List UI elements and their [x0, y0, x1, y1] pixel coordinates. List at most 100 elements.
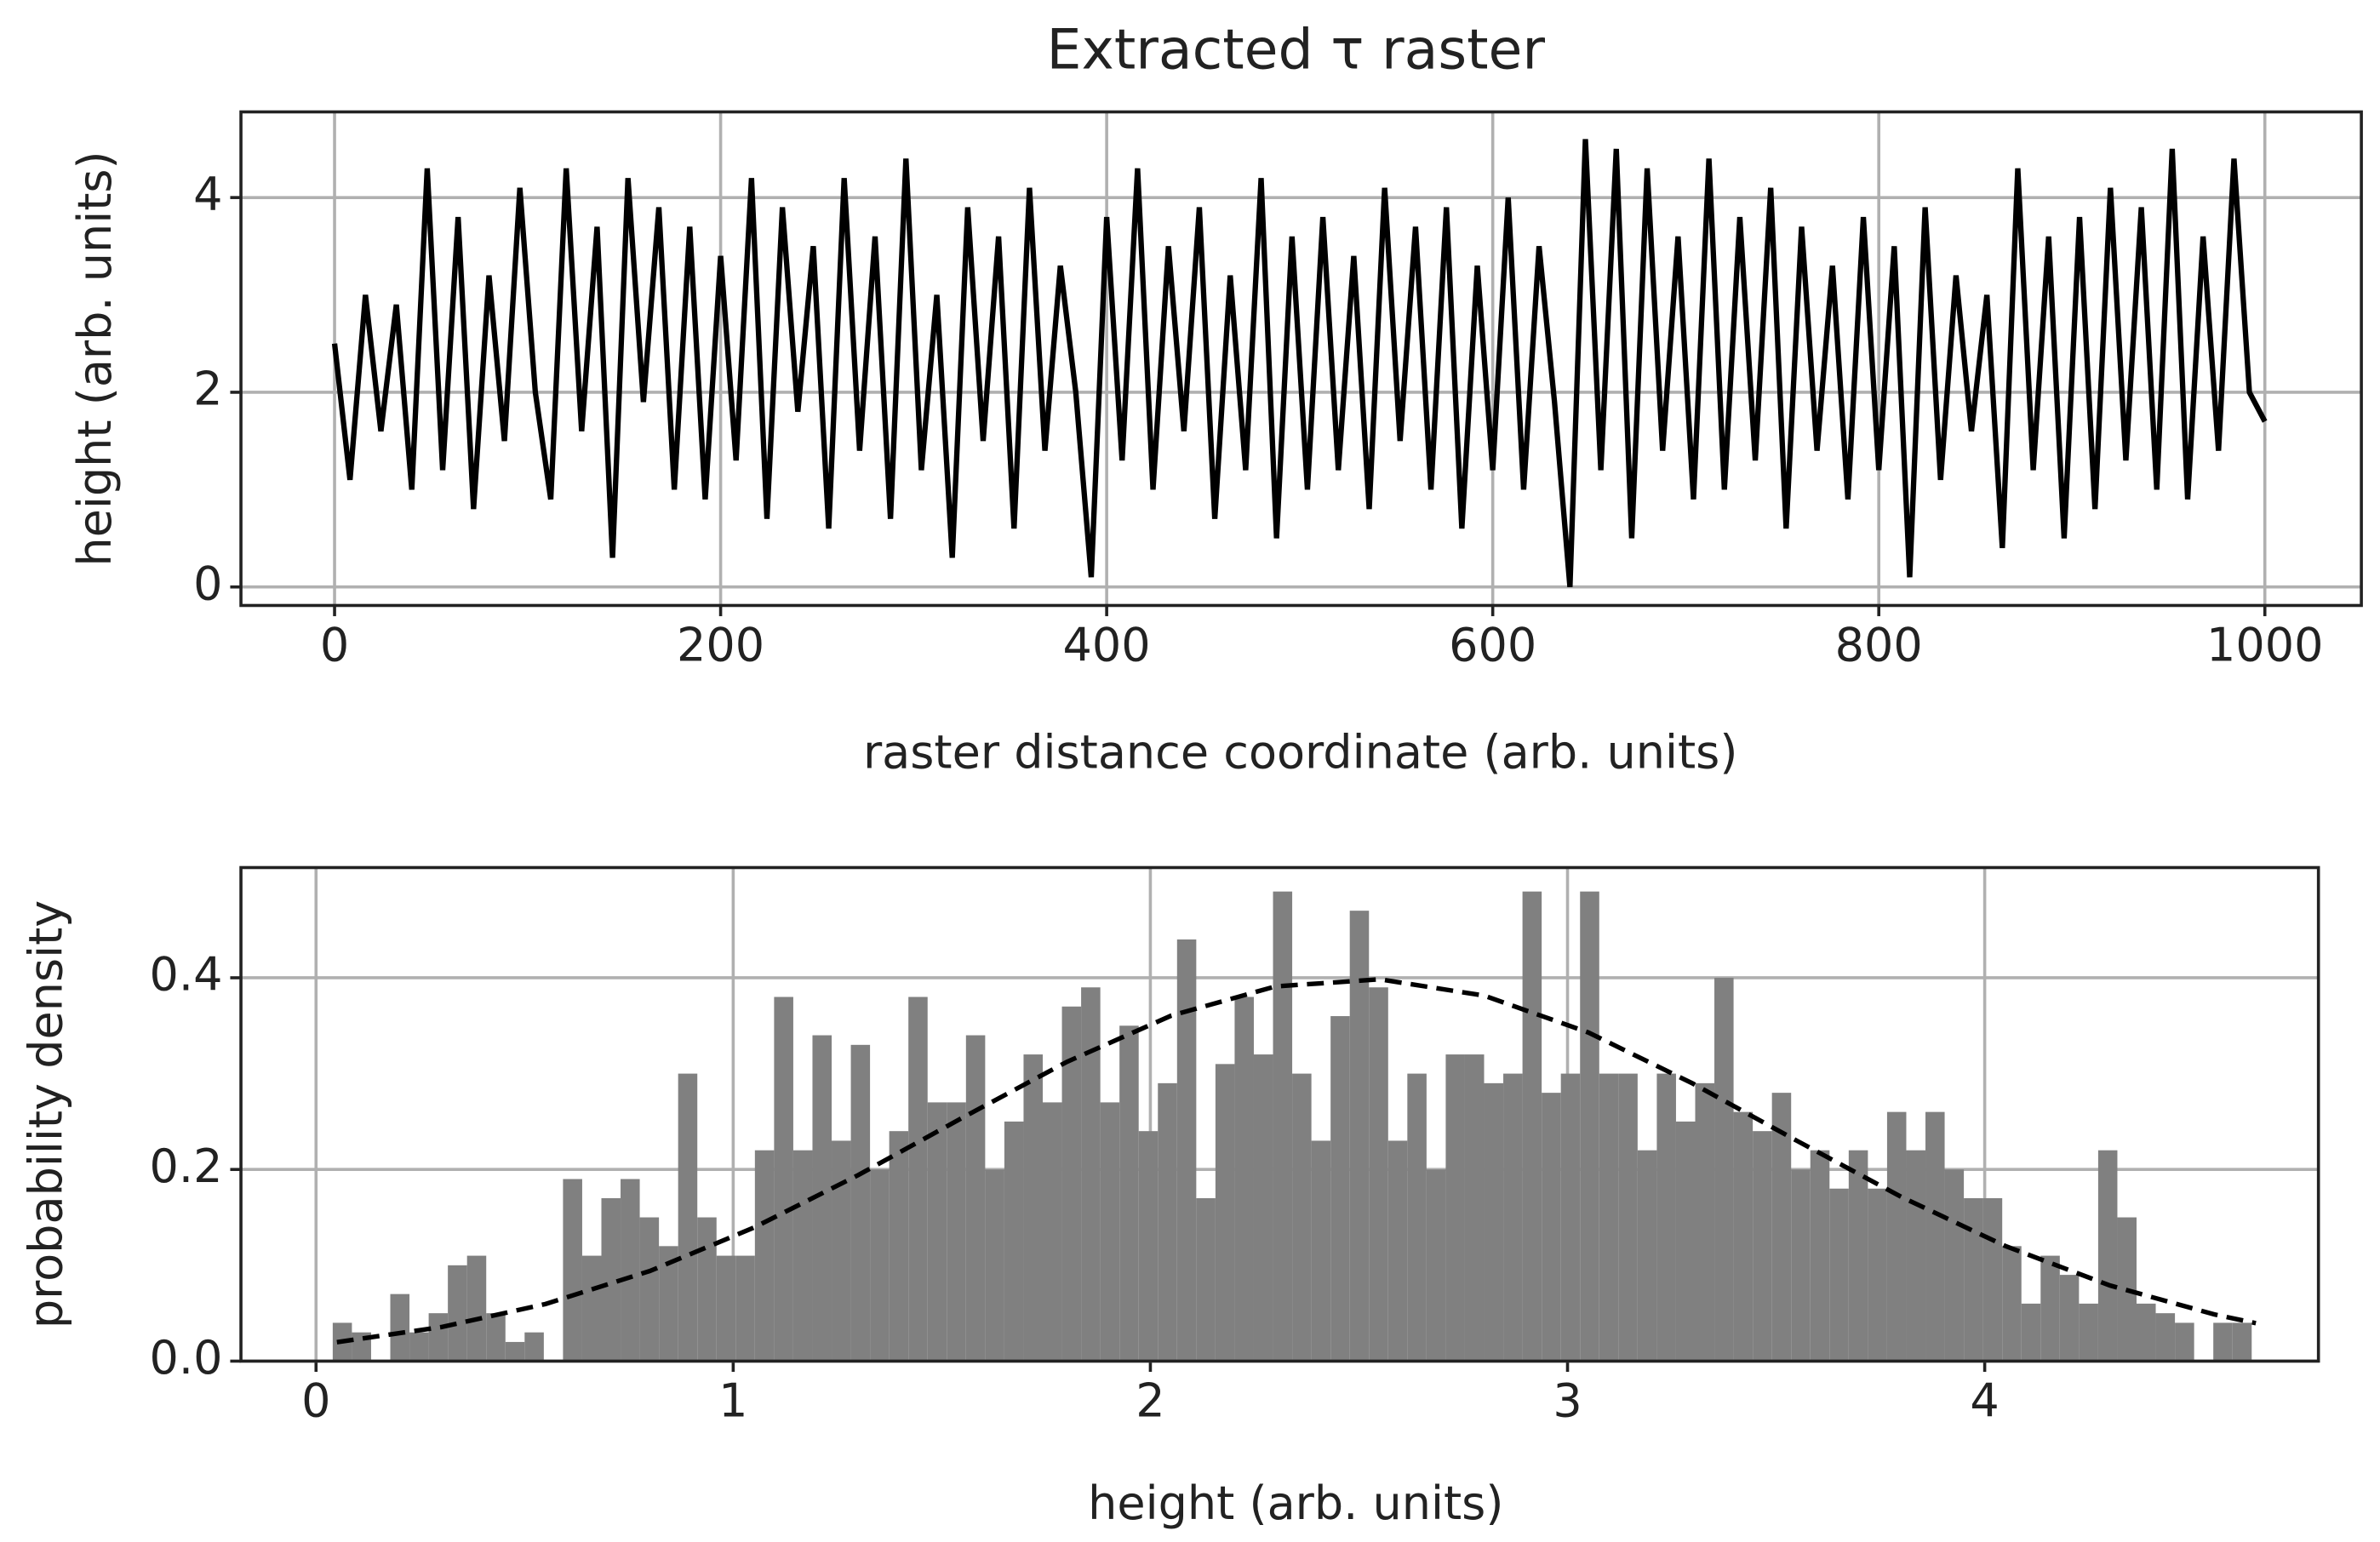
histogram-bar [1964, 1198, 1983, 1362]
plot-frame [239, 865, 2320, 1363]
histogram-bar [2213, 1322, 2233, 1362]
histogram-bar [1944, 1169, 1965, 1362]
histogram-bar [1330, 1016, 1350, 1362]
histogram-bar [1464, 1054, 1485, 1362]
histogram-bar [621, 1179, 640, 1362]
y-tick-label: 0.2 [150, 1139, 223, 1193]
histogram-bar [1982, 1198, 2003, 1362]
histogram-bar [965, 1035, 986, 1362]
x-tick-label: 400 [1063, 619, 1151, 672]
histogram-bar [1868, 1188, 1887, 1362]
histogram-bar [1906, 1150, 1926, 1362]
histogram-bar [697, 1217, 717, 1362]
histogram-bar [1158, 1082, 1177, 1362]
histogram-bar [716, 1255, 736, 1362]
histogram-bar [1675, 1121, 1696, 1362]
histogram-bar [1445, 1054, 1465, 1362]
x-tick-label: 3 [1553, 1374, 1582, 1428]
histogram-bar [908, 997, 928, 1362]
histogram-bar [639, 1217, 660, 1362]
histogram-bar [448, 1265, 467, 1362]
histogram-bar [1349, 911, 1370, 1362]
histogram-bar [1618, 1073, 1638, 1362]
histogram-bar [1542, 1093, 1561, 1362]
x-tick-label: 600 [1449, 619, 1536, 672]
histogram-bar [1426, 1169, 1446, 1362]
histogram-bar [1043, 1102, 1062, 1362]
histogram-bar [850, 1044, 871, 1362]
histogram-bar [1771, 1093, 1792, 1362]
histogram-bar [1753, 1131, 1772, 1362]
histogram-bar [2021, 1303, 2041, 1362]
histogram-bar [774, 997, 793, 1362]
histogram-bar [678, 1073, 698, 1362]
histogram-bar [1580, 891, 1599, 1362]
histogram-bar [2040, 1255, 2060, 1362]
histogram-bar [1791, 1169, 1811, 1362]
histogram-bar [1407, 1073, 1427, 1362]
histogram-bar [2097, 1150, 2118, 1362]
histogram-bar [524, 1332, 544, 1362]
histogram-bar [1004, 1121, 1024, 1362]
histogram-bar [601, 1198, 621, 1362]
y-tick-label: 2 [193, 363, 222, 416]
histogram-bar [1061, 1006, 1082, 1362]
histogram-bar [1100, 1102, 1120, 1362]
histogram-bar [1656, 1073, 1676, 1362]
x-tick-label: 1000 [2206, 619, 2323, 672]
histogram-bar [792, 1150, 813, 1362]
histogram-bar [486, 1313, 506, 1362]
histogram-bar [1292, 1073, 1312, 1362]
x-tick-label: 2 [1136, 1374, 1164, 1428]
histogram-bar [390, 1294, 410, 1362]
histogram-bar [1733, 1111, 1754, 1362]
histogram-bar [581, 1255, 602, 1362]
histogram-bar [409, 1332, 429, 1362]
histogram-bar [1810, 1150, 1830, 1362]
histogram-bar [1925, 1111, 1945, 1362]
histogram-bar [2137, 1303, 2156, 1362]
x-axis-label: height (arb. units) [1088, 1476, 1503, 1530]
histogram-bar [2232, 1322, 2252, 1362]
histogram-bar [870, 1169, 890, 1362]
histogram-bar [889, 1131, 909, 1362]
histogram-bar [985, 1169, 1004, 1362]
histogram-bar [1503, 1073, 1523, 1362]
histogram-bar [466, 1255, 487, 1362]
x-tick-label: 4 [1970, 1374, 1999, 1428]
histogram-bar [1215, 1064, 1235, 1362]
histogram-bar [2155, 1313, 2176, 1362]
fit-curve [336, 977, 2257, 1345]
y-tick-label: 0.4 [150, 948, 223, 1002]
y-tick-label: 0.0 [150, 1331, 223, 1385]
histogram-bar [832, 1140, 851, 1362]
y-axis-label: height (arb. units) [68, 151, 122, 566]
histogram-bar [1138, 1131, 1159, 1362]
histogram-bar [563, 1179, 582, 1362]
histogram-bar [1599, 1073, 1619, 1362]
histogram-bar [2059, 1275, 2080, 1362]
histogram-bar [659, 1246, 678, 1362]
histogram-bar [1484, 1082, 1504, 1362]
x-tick-label: 1 [718, 1374, 747, 1428]
histogram-bar [1369, 987, 1388, 1362]
histogram-bar [1522, 891, 1542, 1362]
histogram-bar [1273, 891, 1293, 1362]
y-tick-label: 4 [193, 168, 222, 221]
histogram-bar [2175, 1322, 2194, 1362]
histogram-bar [1023, 1054, 1044, 1362]
y-tick-label: 0 [193, 557, 222, 610]
histogram-bar [947, 1102, 966, 1362]
histogram-bar [2002, 1246, 2022, 1362]
histogram-bar [735, 1255, 755, 1362]
histogram-bar [1387, 1140, 1408, 1362]
histogram-bar [2079, 1303, 2098, 1362]
x-tick-label: 800 [1835, 619, 1923, 672]
histogram-bar [1886, 1111, 1907, 1362]
x-axis-label: raster distance coordinate (arb. units) [863, 726, 1737, 780]
plot-frame [239, 110, 2363, 608]
histogram-bar [1196, 1198, 1216, 1362]
histogram-bar [1176, 939, 1197, 1362]
